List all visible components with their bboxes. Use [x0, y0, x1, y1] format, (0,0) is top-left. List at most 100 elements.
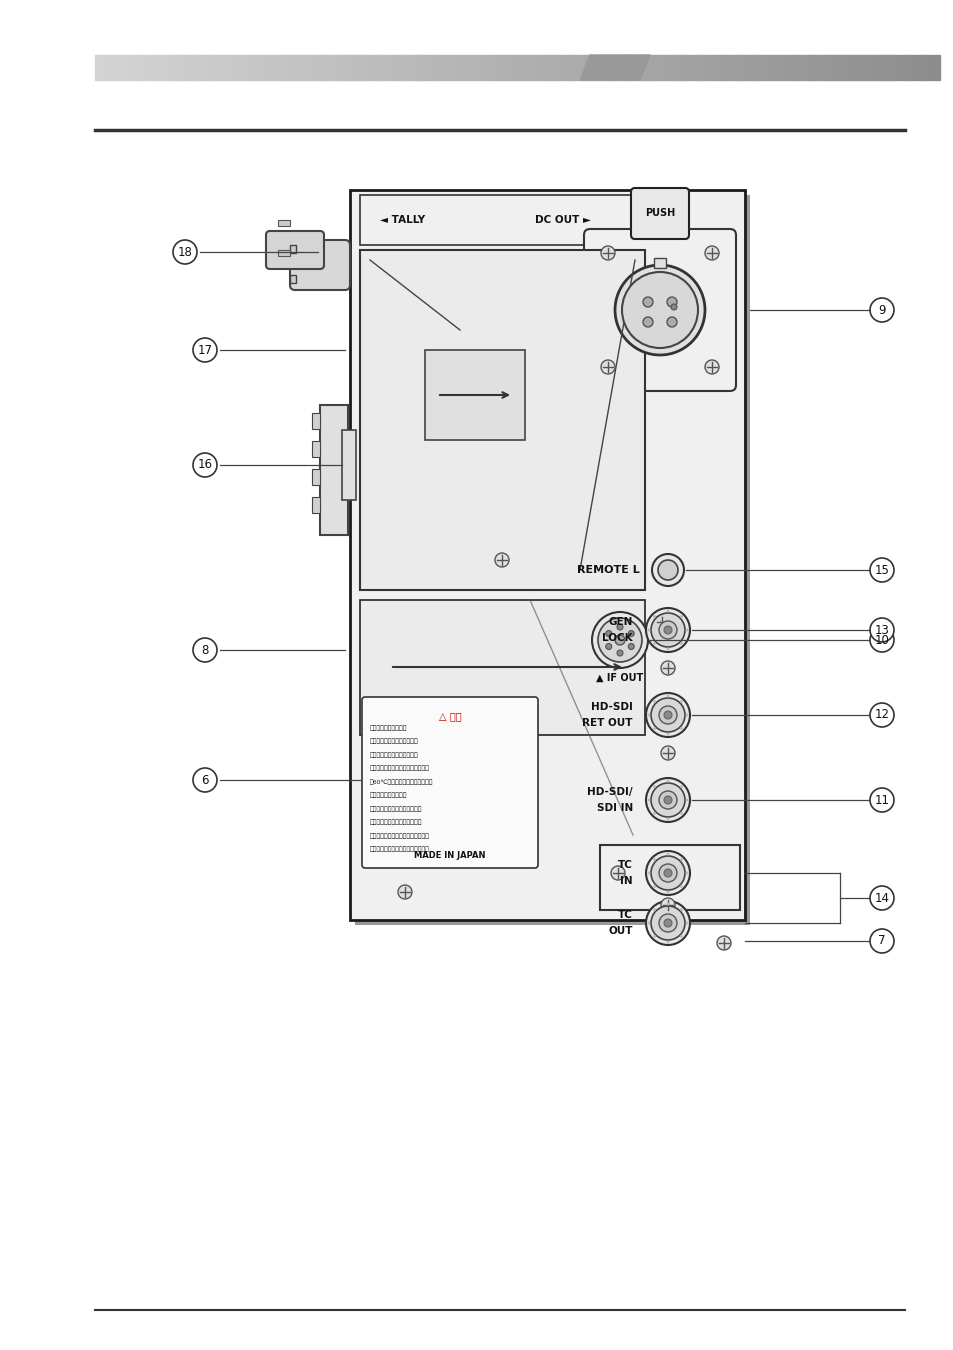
Bar	[546, 55, 551, 80]
Bar	[433, 55, 437, 80]
Bar	[457, 55, 462, 80]
Bar	[280, 55, 285, 80]
Bar	[664, 55, 669, 80]
Bar	[450, 55, 455, 80]
Circle shape	[651, 554, 683, 586]
Bar	[234, 55, 239, 80]
Circle shape	[666, 694, 669, 698]
Bar	[930, 55, 935, 80]
Bar	[95, 55, 100, 80]
Circle shape	[679, 616, 682, 618]
Circle shape	[653, 726, 656, 730]
Circle shape	[666, 852, 669, 856]
Bar	[146, 55, 151, 80]
Circle shape	[653, 909, 656, 911]
Bar	[525, 55, 530, 80]
Bar	[829, 55, 834, 80]
Bar	[141, 55, 146, 80]
Bar	[289, 55, 294, 80]
Bar	[492, 55, 497, 80]
Bar	[209, 55, 213, 80]
Circle shape	[666, 818, 669, 821]
Circle shape	[666, 317, 677, 327]
Bar	[563, 55, 568, 80]
Text: △ 危険: △ 危険	[438, 711, 461, 721]
Bar	[175, 55, 180, 80]
Bar	[475, 55, 479, 80]
Bar	[863, 55, 868, 80]
Circle shape	[653, 643, 656, 645]
Bar	[217, 55, 222, 80]
Bar	[403, 55, 408, 80]
Bar	[914, 55, 919, 80]
Text: 15: 15	[874, 563, 888, 576]
Bar	[888, 55, 893, 80]
Circle shape	[495, 554, 509, 567]
Bar	[622, 55, 627, 80]
Bar	[290, 244, 295, 252]
Circle shape	[645, 900, 689, 945]
Circle shape	[600, 360, 615, 374]
Bar	[487, 55, 492, 80]
Bar	[132, 55, 137, 80]
Bar	[221, 55, 226, 80]
FancyBboxPatch shape	[583, 230, 735, 392]
Bar	[678, 55, 682, 80]
Circle shape	[685, 714, 688, 717]
Circle shape	[679, 909, 682, 911]
Bar	[601, 55, 606, 80]
Bar	[500, 55, 505, 80]
Circle shape	[617, 624, 622, 630]
Circle shape	[704, 246, 719, 261]
Circle shape	[679, 886, 682, 888]
Bar	[327, 55, 332, 80]
Bar	[796, 55, 801, 80]
Circle shape	[647, 872, 650, 875]
Bar	[382, 55, 387, 80]
Circle shape	[660, 662, 675, 675]
Circle shape	[645, 693, 689, 737]
Bar	[841, 55, 846, 80]
Text: 11: 11	[874, 794, 888, 806]
Bar	[377, 55, 382, 80]
Bar	[259, 55, 264, 80]
Bar	[436, 55, 441, 80]
Bar	[445, 55, 450, 80]
Circle shape	[685, 798, 688, 802]
Circle shape	[193, 338, 216, 362]
Circle shape	[659, 864, 677, 882]
Bar	[504, 55, 509, 80]
Text: HD-SDI: HD-SDI	[591, 702, 633, 711]
Bar	[648, 55, 653, 80]
Text: ◄ TALLY: ◄ TALLY	[379, 215, 425, 225]
Bar	[162, 55, 167, 80]
Text: OUT: OUT	[608, 926, 633, 936]
Text: ・内部には高圧な部分があり: ・内部には高圧な部分があり	[370, 738, 418, 744]
Circle shape	[666, 779, 669, 783]
Circle shape	[193, 454, 216, 477]
Text: TC: TC	[618, 860, 633, 869]
Bar	[306, 55, 311, 80]
Bar	[699, 55, 703, 80]
Circle shape	[645, 778, 689, 822]
Bar	[812, 55, 817, 80]
Bar	[859, 55, 863, 80]
Bar	[766, 55, 771, 80]
Text: ・取扱説明書の「安全のために」の: ・取扱説明書の「安全のために」の	[370, 833, 430, 838]
Circle shape	[647, 922, 650, 925]
Bar	[618, 55, 623, 80]
Bar	[205, 55, 210, 80]
Bar	[720, 55, 724, 80]
Circle shape	[653, 616, 656, 618]
Bar	[935, 55, 940, 80]
Circle shape	[869, 703, 893, 728]
Text: REMOTE L: REMOTE L	[577, 566, 639, 575]
Bar	[509, 55, 514, 80]
Bar	[179, 55, 184, 80]
Bar	[276, 55, 281, 80]
Bar	[599, 845, 740, 910]
Bar	[137, 55, 142, 80]
Text: 16: 16	[197, 459, 213, 471]
Bar	[356, 55, 361, 80]
Bar	[416, 55, 420, 80]
